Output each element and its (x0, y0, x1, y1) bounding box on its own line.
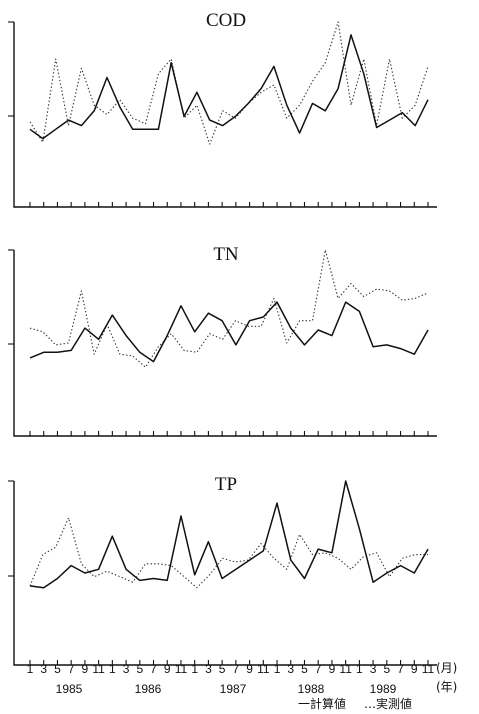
x-tick-label-month: 3 (370, 662, 377, 676)
x-tick-label-month: 5 (54, 662, 61, 676)
x-tick-label-month: 11 (175, 662, 188, 676)
x-tick-label-month: 7 (233, 662, 240, 676)
x-tick-label-year: 1986 (135, 682, 162, 696)
series-line-measured-tp (29, 517, 428, 589)
series-line-calculated-tp (29, 480, 429, 589)
panel-title-tp: TP (215, 474, 237, 495)
x-tick-label-year: 1989 (370, 682, 397, 696)
x-tick-label-month: 9 (164, 662, 171, 676)
series-line-measured-cod (29, 21, 429, 145)
x-tick-label-month: 11 (339, 662, 352, 676)
x-ticks-tp (29, 660, 429, 665)
x-tick-label-month: 5 (301, 662, 308, 676)
axis-tn (13, 250, 437, 437)
x-tick-label-month: 9 (329, 662, 336, 676)
x-tick-label-month: 3 (287, 662, 294, 676)
x-tick-label-month: 11 (92, 662, 105, 676)
x-tick-label-month: 1 (27, 662, 34, 676)
x-tick-label-month: 7 (150, 662, 157, 676)
x-tick-label-month: 11 (257, 662, 270, 676)
x-tick-label-month: 11 (422, 662, 435, 676)
panel-tn: TN (8, 244, 437, 437)
x-tick-label-month: 1 (109, 662, 116, 676)
unit-month-label: (月) (436, 661, 457, 675)
panel-cod: COD (8, 10, 437, 208)
unit-year-label: (年) (436, 680, 457, 694)
x-tick-label-month: 7 (315, 662, 322, 676)
x-tick-label-month: 9 (246, 662, 253, 676)
x-tick-label-month: 5 (136, 662, 143, 676)
x-tick-label-month: 9 (82, 662, 89, 676)
axis-cod (13, 22, 437, 208)
panel-title-tn: TN (213, 244, 239, 265)
x-tick-label-month: 7 (68, 662, 75, 676)
x-tick-label-month: 7 (397, 662, 404, 676)
x-tick-label-year: 1987 (220, 682, 247, 696)
x-tick-label-year: 1985 (56, 682, 83, 696)
x-tick-label-month: 1 (191, 662, 198, 676)
x-tick-label-month: 1 (274, 662, 281, 676)
panel-title-cod: COD (206, 10, 246, 31)
x-tick-label-month: 3 (205, 662, 212, 676)
series-line-calculated-tn (29, 301, 429, 363)
x-tick-label-month: 1 (356, 662, 363, 676)
x-tick-label-month: 5 (383, 662, 390, 676)
x-ticks-cod (29, 202, 429, 207)
x-tick-label-month: 3 (40, 662, 47, 676)
x-tick-labels-year: 1985 1986 1987 1988 1989 (56, 682, 397, 696)
x-tick-labels-month: 1 3 5 7 9 11 1 3 5 7 9 11 1 3 5 7 9 11 1 3 5 7 9 11 1 3 5 7 9 11 (27, 662, 435, 676)
x-tick-label-year: 1988 (298, 682, 325, 696)
axis-tp (13, 481, 437, 666)
x-tick-label-month: 3 (123, 662, 130, 676)
series-line-measured-tn (29, 249, 429, 368)
legend-measured: …実測値 (364, 696, 412, 711)
x-ticks-tn (29, 431, 429, 436)
x-tick-label-month: 5 (219, 662, 226, 676)
panel-tp: TP (8, 474, 437, 666)
legend-calculated: 一計算値 (298, 696, 346, 711)
series-line-calculated-cod (29, 34, 429, 140)
x-tick-label-month: 9 (411, 662, 418, 676)
